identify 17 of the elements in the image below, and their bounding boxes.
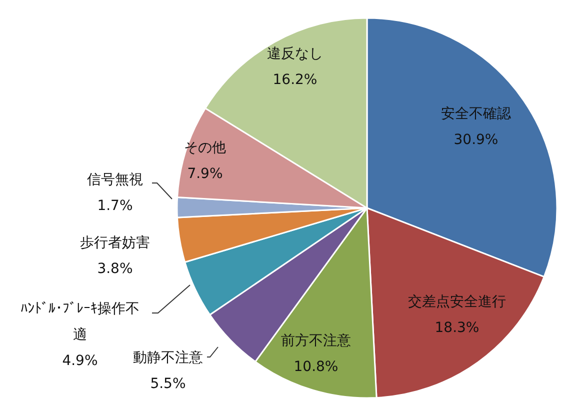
data-label: 4.9% <box>62 353 98 369</box>
data-label: 5.5% <box>150 376 186 392</box>
data-label: 3.8% <box>97 261 133 277</box>
slice-label: ﾊﾝﾄﾞﾙ･ﾌﾞﾚｰｷ操作不適 <box>20 301 140 343</box>
slice-label: 交差点安全進行 <box>408 294 506 310</box>
slice-label: 違反なし <box>267 46 323 62</box>
data-label: 1.7% <box>97 198 133 214</box>
slice-label: 歩行者妨害 <box>80 235 150 251</box>
slice-label: 動静不注意 <box>133 350 203 366</box>
slice-label: 信号無視 <box>87 172 143 188</box>
slice-label: 前方不注意 <box>281 333 351 349</box>
data-label: 16.2% <box>272 72 318 88</box>
slice-label: 安全不確認 <box>441 106 511 122</box>
data-label: 10.8% <box>294 359 338 375</box>
data-label: 30.9% <box>454 132 498 148</box>
data-label: 7.9% <box>187 166 223 182</box>
data-label: 18.3% <box>434 320 480 336</box>
